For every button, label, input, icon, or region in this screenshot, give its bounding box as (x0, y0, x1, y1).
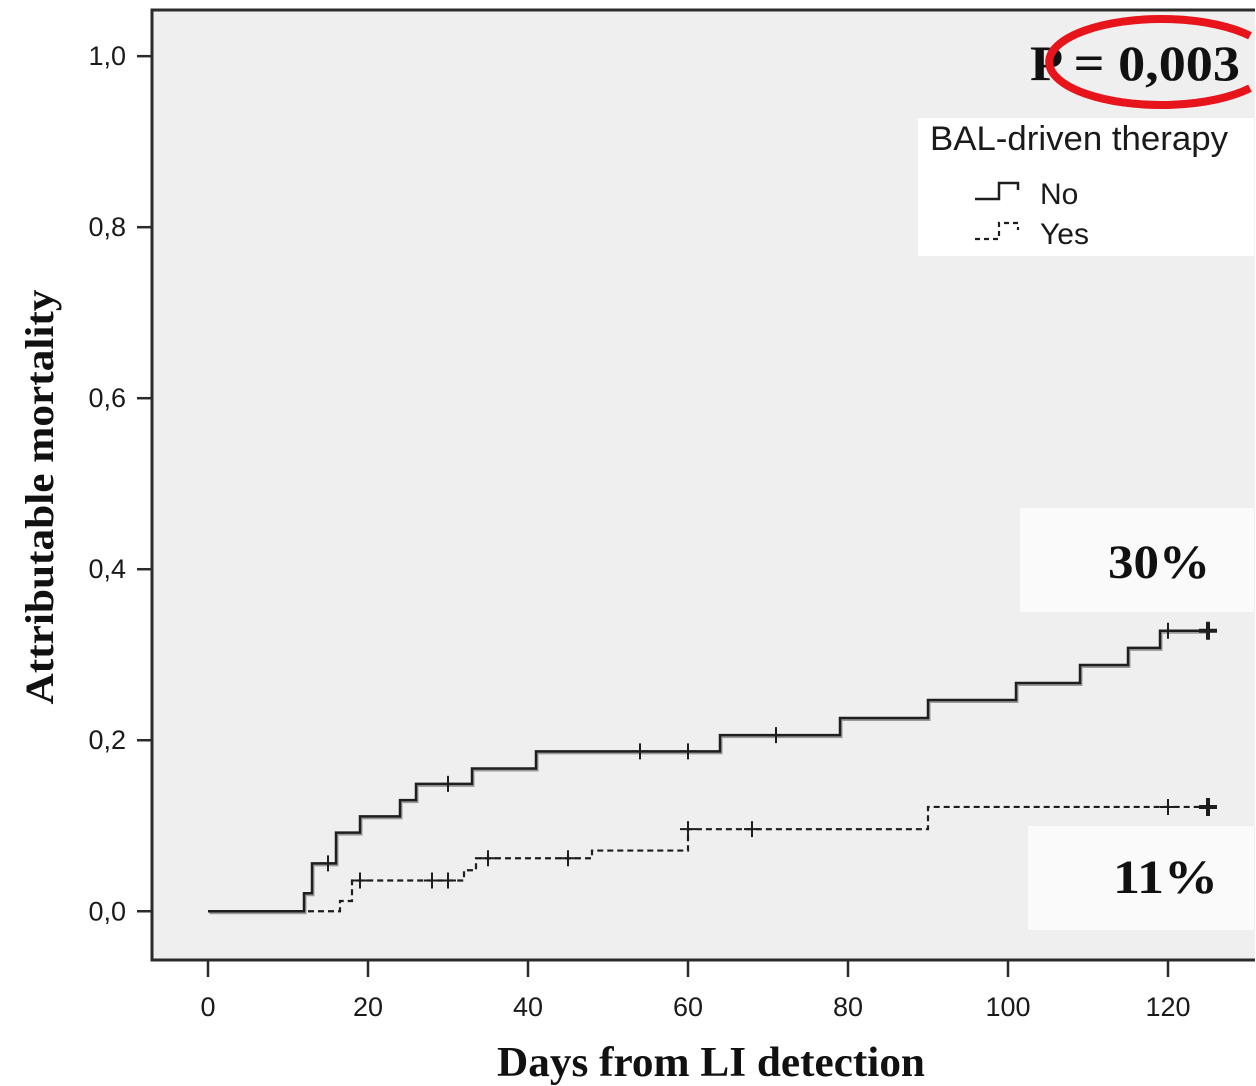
legend-swatch-no (975, 181, 1020, 201)
censor-mark-no (632, 743, 648, 760)
censor-marks (320, 621, 1217, 889)
censor-mark-no (1199, 621, 1217, 640)
y-tick-label: 0,2 (88, 725, 126, 755)
end-label-box-no (1020, 508, 1254, 612)
legend-swatch-yes (975, 221, 1020, 241)
x-tick-label: 80 (833, 992, 863, 1022)
censor-mark-no (680, 743, 696, 760)
censor-mark-yes (480, 850, 496, 867)
axis-frame (150, 8, 1255, 962)
x-tick-label: 120 (1145, 992, 1190, 1022)
y-tick-label: 0,0 (88, 896, 126, 926)
legend-box (918, 118, 1254, 256)
censor-mark-yes (440, 872, 456, 889)
censor-mark-no (320, 855, 336, 872)
x-axis-label: Days from LI detection (497, 1040, 925, 1086)
censor-mark-yes (352, 872, 368, 889)
censor-mark-yes (424, 872, 440, 889)
y-tick-label: 1,0 (88, 41, 126, 71)
end-label-no: 30% (1108, 536, 1210, 589)
censor-mark-no (440, 775, 456, 792)
y-tick-label: 0,6 (88, 383, 126, 413)
highlight-ring (1045, 15, 1252, 109)
x-tick-label: 20 (353, 992, 383, 1022)
censor-mark-yes (680, 821, 696, 838)
end-label-yes: 11% (1113, 851, 1218, 904)
legend-title: BAL-driven therapy (930, 120, 1228, 158)
x-tick-label: 0 (200, 992, 215, 1022)
x-tick-label: 40 (513, 992, 543, 1022)
legend: BAL-driven therapy No Yes (918, 118, 1254, 256)
censor-mark-yes (560, 850, 576, 867)
series-layer (208, 629, 1210, 915)
axis-ticks: 0,0 0,2 0,4 0,6 0,8 1,0 0 20 40 60 80 100 120 (88, 41, 1190, 1022)
x-tick-label: 100 (985, 992, 1030, 1022)
series-line-no-shadow (209, 631, 1210, 915)
end-label-box-yes (1028, 826, 1254, 930)
y-axis-label: Attributable mortality (17, 290, 62, 705)
y-tick-label: 0,4 (88, 554, 126, 584)
legend-label-no: No (1040, 178, 1078, 211)
x-tick-label: 60 (673, 992, 703, 1022)
censor-mark-yes (1199, 797, 1217, 816)
series-line-yes (208, 805, 1208, 913)
censor-mark-no (1160, 622, 1176, 639)
series-line-no (208, 629, 1208, 913)
censor-mark-yes (744, 821, 760, 838)
censor-mark-no (768, 727, 784, 744)
censor-mark-yes (1160, 798, 1176, 815)
y-tick-label: 0,8 (88, 212, 126, 242)
legend-label-yes: Yes (1040, 218, 1089, 251)
